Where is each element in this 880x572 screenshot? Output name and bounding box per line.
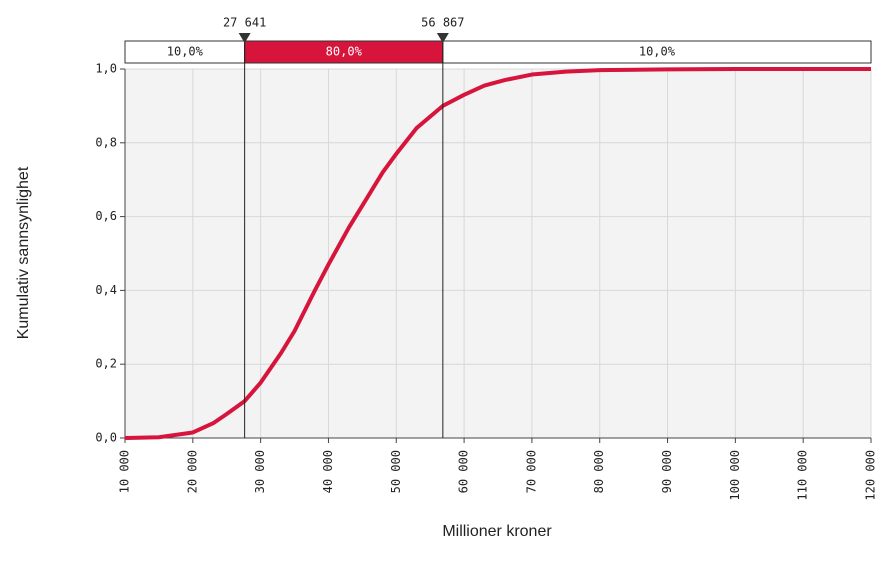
y-tick-label: 0,0 (95, 431, 117, 445)
x-tick-label: 10 000 (118, 450, 132, 493)
marker-label: 56 867 (421, 16, 464, 30)
x-tick-label: 60 000 (457, 450, 471, 493)
x-tick-label: 110 000 (796, 450, 810, 501)
marker-triangle (238, 33, 251, 43)
y-tick-label: 0,4 (95, 283, 117, 297)
marker-label: 27 641 (223, 16, 266, 30)
band-label: 10,0% (167, 45, 204, 59)
x-tick-label: 100 000 (728, 450, 742, 501)
band-label: 10,0% (639, 45, 676, 59)
x-tick-label: 70 000 (524, 450, 538, 493)
x-tick-label: 50 000 (389, 450, 403, 493)
x-axis-label: Millioner kroner (442, 523, 552, 540)
x-tick-label: 80 000 (592, 450, 606, 493)
marker-triangle (436, 33, 449, 43)
y-tick-label: 0,2 (95, 357, 117, 371)
band-label: 80,0% (326, 45, 363, 59)
cdf-line (124, 67, 871, 440)
y-tick-label: 0,8 (95, 135, 117, 149)
x-tick-label: 20 000 (185, 450, 199, 493)
y-axis-label: Kumulativ sannsynlighet (15, 166, 32, 339)
x-tick-label: 30 000 (253, 450, 267, 493)
y-tick-label: 1,0 (95, 62, 117, 76)
x-tick-label: 40 000 (321, 450, 335, 493)
plot-area (125, 69, 871, 438)
x-tick-label: 120 000 (864, 450, 878, 501)
y-tick-label: 0,6 (95, 209, 117, 223)
x-tick-label: 90 000 (660, 450, 674, 493)
